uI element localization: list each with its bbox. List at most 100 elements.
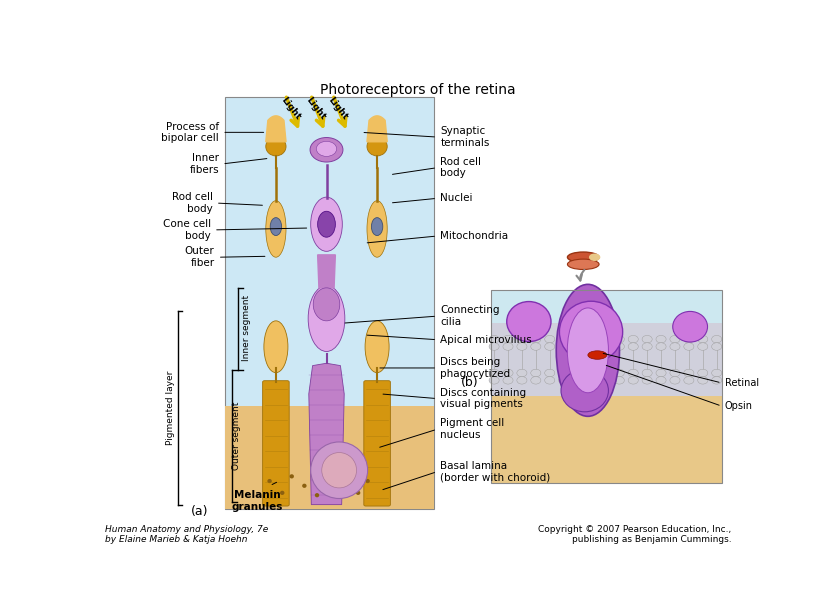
Ellipse shape <box>530 335 541 343</box>
Ellipse shape <box>317 141 337 157</box>
Ellipse shape <box>601 369 610 377</box>
Ellipse shape <box>311 197 342 252</box>
Ellipse shape <box>589 253 601 261</box>
Ellipse shape <box>503 343 513 350</box>
Ellipse shape <box>507 302 551 341</box>
Ellipse shape <box>573 335 583 343</box>
Text: Synaptic
terminals: Synaptic terminals <box>441 126 490 148</box>
Ellipse shape <box>489 376 499 384</box>
Text: Rod cell
body: Rod cell body <box>441 157 481 179</box>
FancyBboxPatch shape <box>364 381 390 506</box>
Ellipse shape <box>642 335 652 343</box>
Ellipse shape <box>684 376 694 384</box>
Ellipse shape <box>266 201 286 257</box>
Ellipse shape <box>642 343 652 350</box>
Polygon shape <box>266 116 286 142</box>
Ellipse shape <box>302 483 307 488</box>
Ellipse shape <box>559 376 569 384</box>
Text: Nuclei: Nuclei <box>441 193 472 203</box>
Ellipse shape <box>517 376 527 384</box>
Ellipse shape <box>545 343 555 350</box>
Ellipse shape <box>365 321 389 373</box>
Ellipse shape <box>587 343 596 350</box>
FancyBboxPatch shape <box>263 381 289 506</box>
Ellipse shape <box>587 376 596 384</box>
Ellipse shape <box>670 369 680 377</box>
Ellipse shape <box>698 376 707 384</box>
Ellipse shape <box>712 335 722 343</box>
Ellipse shape <box>698 335 707 343</box>
Ellipse shape <box>280 491 285 495</box>
Ellipse shape <box>270 218 282 236</box>
Ellipse shape <box>573 376 583 384</box>
Ellipse shape <box>614 369 624 377</box>
Ellipse shape <box>628 376 638 384</box>
Ellipse shape <box>628 335 638 343</box>
Ellipse shape <box>367 137 388 156</box>
Ellipse shape <box>670 376 680 384</box>
Text: (a): (a) <box>191 505 209 518</box>
Text: Photoreceptors of the retina: Photoreceptors of the retina <box>321 83 516 97</box>
Text: Outer
fiber: Outer fiber <box>184 247 215 268</box>
Ellipse shape <box>672 312 707 342</box>
FancyBboxPatch shape <box>225 406 434 509</box>
Polygon shape <box>308 364 344 505</box>
Ellipse shape <box>356 491 361 495</box>
Polygon shape <box>317 255 335 288</box>
Ellipse shape <box>266 137 286 156</box>
Text: Basal lamina
(border with choroid): Basal lamina (border with choroid) <box>441 461 551 482</box>
Text: Opsin: Opsin <box>725 401 753 411</box>
Ellipse shape <box>503 369 513 377</box>
Ellipse shape <box>489 343 499 350</box>
Text: Cone cell
body: Cone cell body <box>162 219 211 241</box>
Ellipse shape <box>628 343 638 350</box>
Ellipse shape <box>366 479 370 483</box>
Ellipse shape <box>642 369 652 377</box>
Ellipse shape <box>367 201 388 257</box>
Ellipse shape <box>712 376 722 384</box>
Ellipse shape <box>268 479 272 483</box>
Ellipse shape <box>322 452 357 488</box>
Ellipse shape <box>642 376 652 384</box>
Ellipse shape <box>559 369 569 377</box>
Ellipse shape <box>684 335 694 343</box>
Ellipse shape <box>587 335 596 343</box>
Ellipse shape <box>517 369 527 377</box>
Ellipse shape <box>311 442 367 499</box>
Ellipse shape <box>503 335 513 343</box>
Text: Process of
bipolar cell: Process of bipolar cell <box>162 122 219 143</box>
Text: Light: Light <box>326 95 349 122</box>
Ellipse shape <box>560 301 623 362</box>
Ellipse shape <box>517 343 527 350</box>
Text: Inner segment: Inner segment <box>242 295 251 361</box>
Ellipse shape <box>337 486 341 490</box>
FancyBboxPatch shape <box>225 97 434 509</box>
Ellipse shape <box>712 369 722 377</box>
Ellipse shape <box>315 493 319 498</box>
Ellipse shape <box>530 369 541 377</box>
Text: Outer segment: Outer segment <box>232 402 241 471</box>
Ellipse shape <box>684 369 694 377</box>
Ellipse shape <box>684 343 694 350</box>
Ellipse shape <box>503 376 513 384</box>
Ellipse shape <box>530 343 541 350</box>
Ellipse shape <box>588 351 607 359</box>
Text: Discs containing
visual pigments: Discs containing visual pigments <box>441 388 526 409</box>
Text: (b): (b) <box>461 376 478 389</box>
Text: Pigmented layer: Pigmented layer <box>166 371 175 445</box>
Ellipse shape <box>670 335 680 343</box>
FancyBboxPatch shape <box>491 397 721 483</box>
Ellipse shape <box>264 321 288 373</box>
Ellipse shape <box>601 343 610 350</box>
Ellipse shape <box>317 211 335 237</box>
Ellipse shape <box>628 369 638 377</box>
Ellipse shape <box>530 376 541 384</box>
Ellipse shape <box>712 343 722 350</box>
Ellipse shape <box>698 369 707 377</box>
Ellipse shape <box>489 369 499 377</box>
Text: Retinal: Retinal <box>725 378 759 388</box>
Ellipse shape <box>670 343 680 350</box>
Ellipse shape <box>656 335 666 343</box>
Ellipse shape <box>567 308 609 393</box>
Ellipse shape <box>371 218 383 236</box>
